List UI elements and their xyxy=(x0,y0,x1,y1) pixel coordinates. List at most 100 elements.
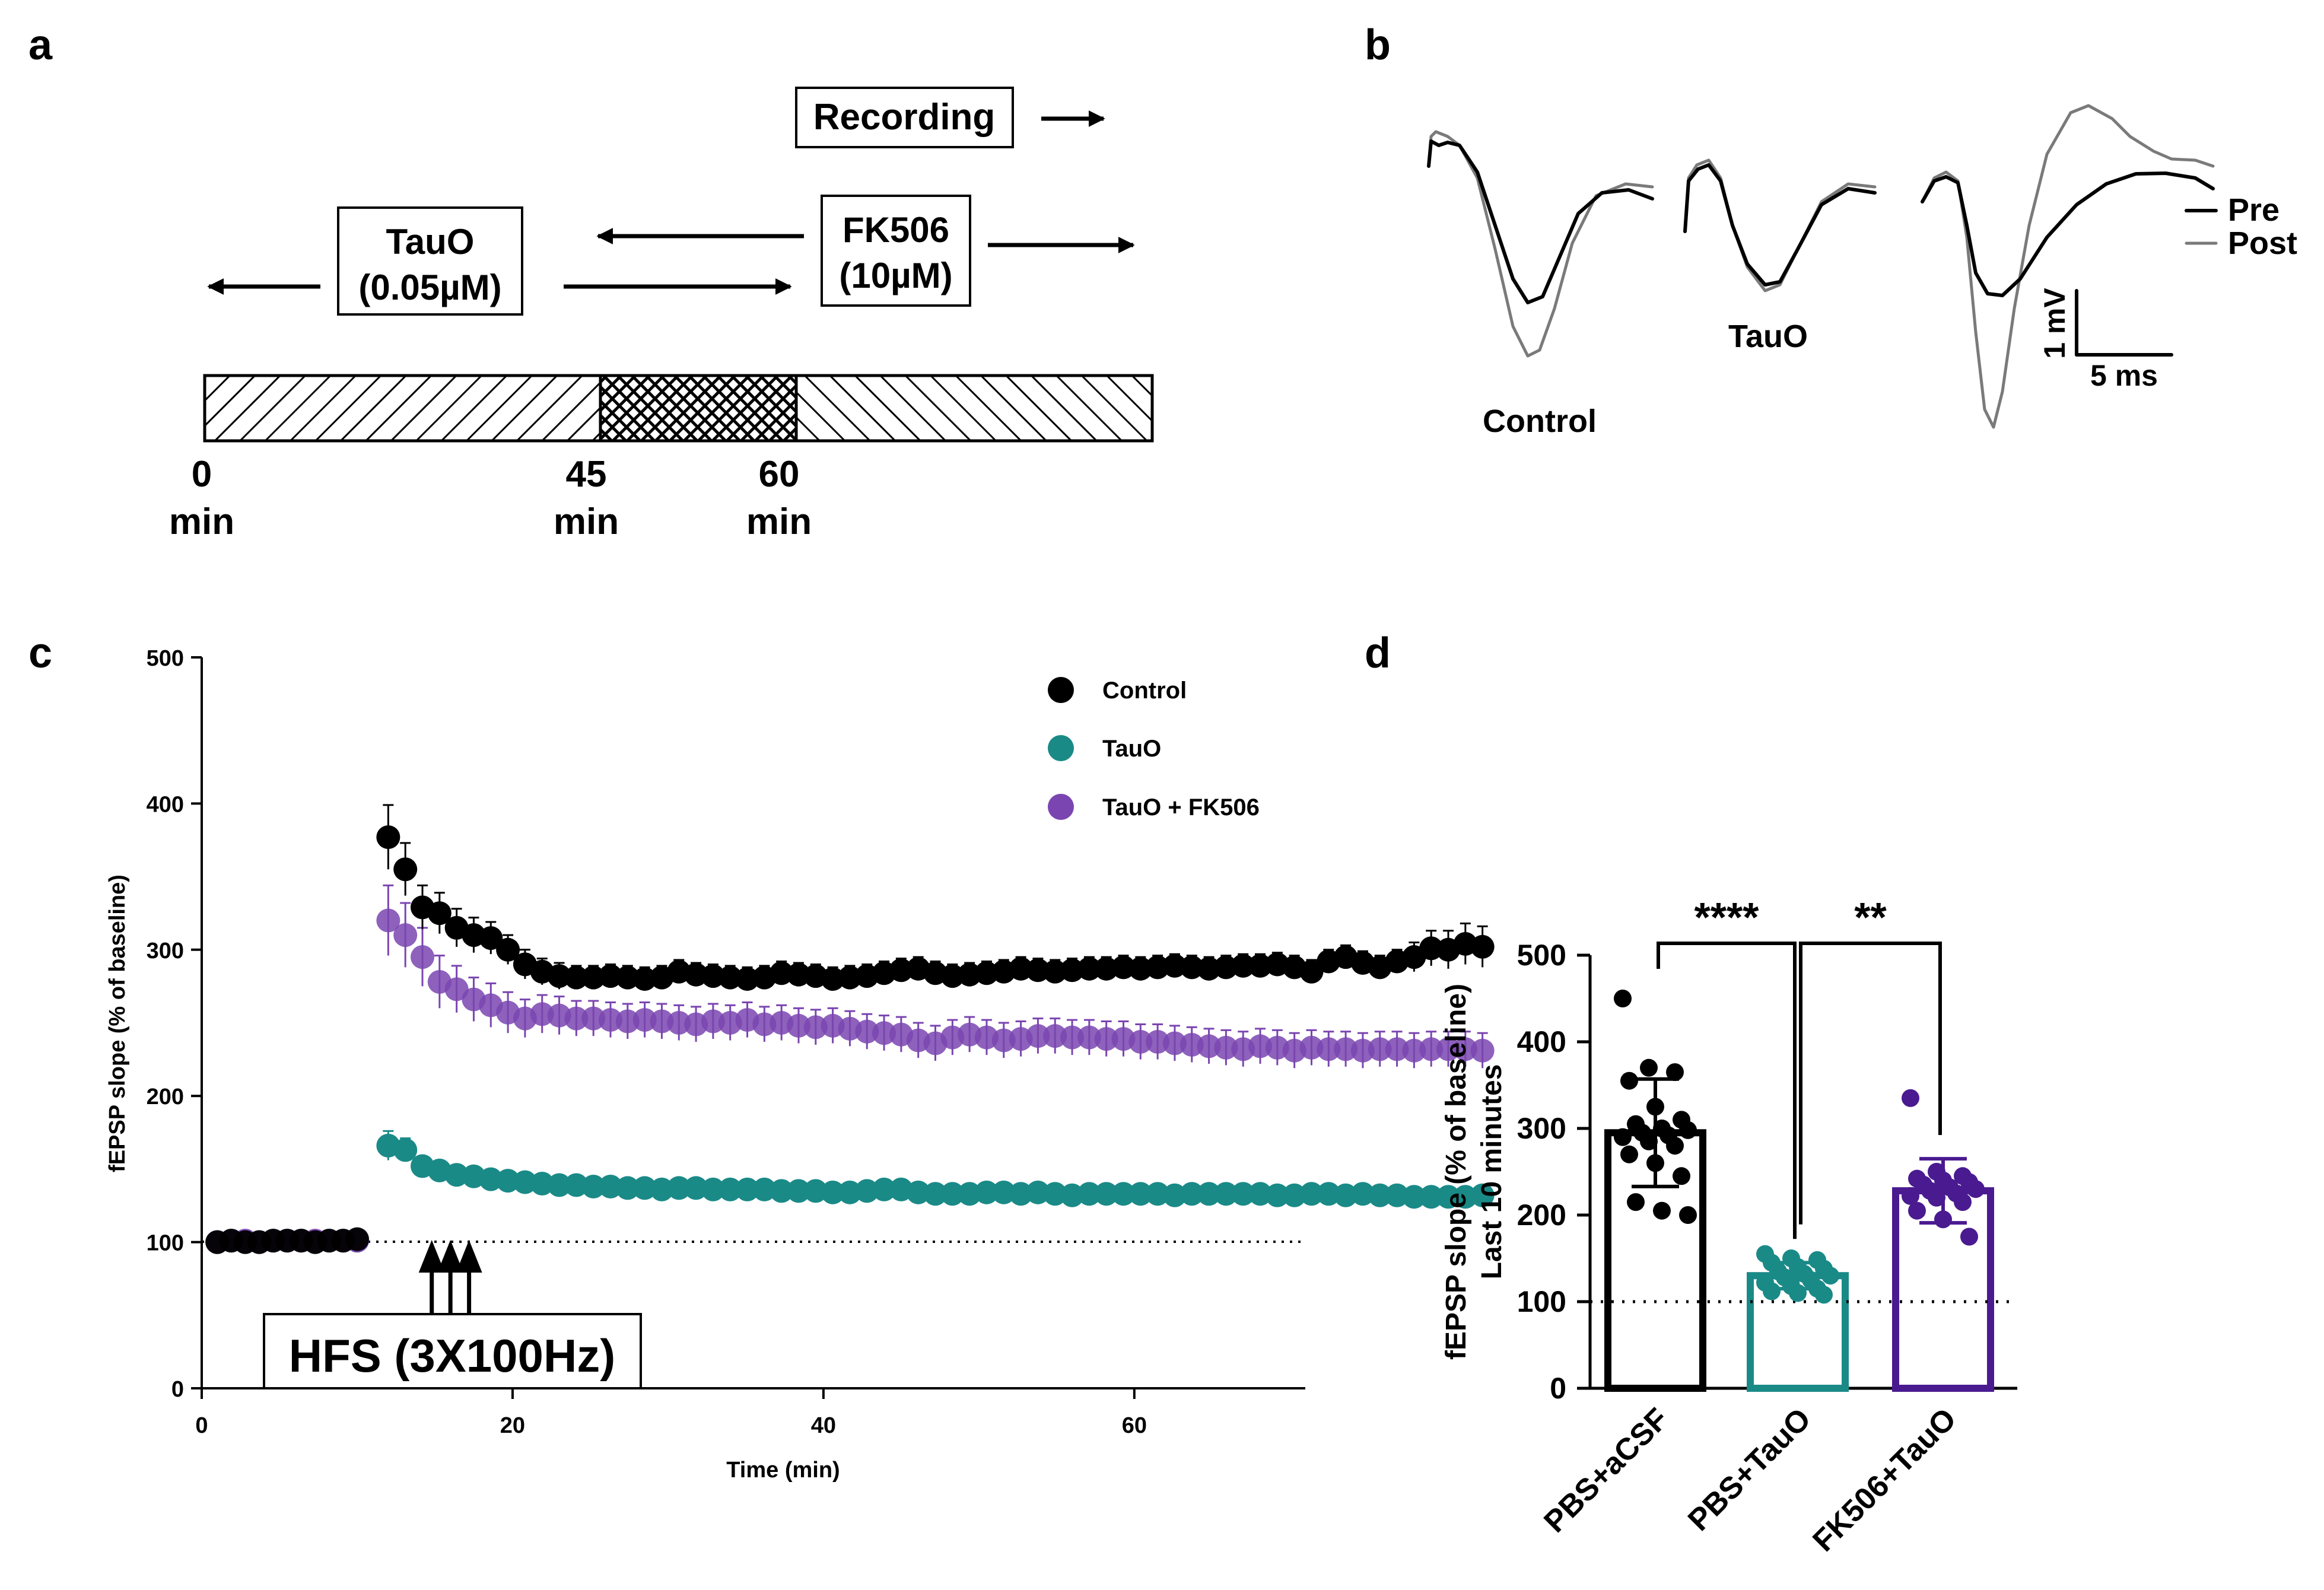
c-data-point xyxy=(564,1173,589,1197)
c-data-point xyxy=(1334,1037,1358,1061)
c-data-point xyxy=(1385,1037,1409,1061)
d-y-tick-label: 400 xyxy=(1517,1025,1566,1058)
recording-box xyxy=(795,87,1014,148)
c-data-point xyxy=(1060,1183,1085,1207)
c-data-point xyxy=(564,1006,589,1031)
tick-label-60: 60 xyxy=(759,454,800,495)
c-data-point xyxy=(581,1174,606,1198)
d-category-label: FK506+TauO xyxy=(1806,1401,1963,1558)
d-y-tick-label: 0 xyxy=(1550,1372,1566,1405)
c-data-point xyxy=(393,1138,418,1162)
fk506-box-line1: FK506 xyxy=(843,210,949,250)
c-data-point xyxy=(496,1169,520,1193)
d-point xyxy=(1620,1145,1638,1163)
c-data-point xyxy=(1248,1034,1273,1058)
c-baseline-point xyxy=(345,1227,369,1251)
c-data-point xyxy=(701,964,725,988)
c-data-point xyxy=(735,967,759,991)
c-data-point xyxy=(598,964,622,988)
c-data-point xyxy=(1470,1183,1495,1207)
c-data-point xyxy=(838,1180,862,1204)
c-data-point xyxy=(667,1011,691,1035)
c-data-point xyxy=(1248,953,1273,978)
c-data-point xyxy=(530,1172,554,1196)
c-data-point xyxy=(1128,1030,1153,1054)
c-data-point xyxy=(1094,1027,1118,1051)
c-data-point xyxy=(1453,1037,1477,1061)
d-point xyxy=(1967,1180,1985,1198)
c-data-point xyxy=(684,1176,708,1200)
c-data-point xyxy=(444,1163,469,1187)
control-trace-pre xyxy=(1427,139,1654,304)
c-data-point xyxy=(1162,1183,1187,1207)
fk506-period-bar xyxy=(796,376,1152,441)
legend-fk506-marker xyxy=(1048,794,1074,820)
c-data-point xyxy=(667,1176,691,1200)
legend-control-label: Control xyxy=(1102,678,1187,704)
c-data-point xyxy=(1009,1182,1033,1206)
c-data-point xyxy=(906,1180,930,1204)
c-data-point xyxy=(393,857,418,882)
c-data-point xyxy=(1094,956,1118,981)
c-data-point xyxy=(1402,1185,1426,1209)
tauo-box xyxy=(337,206,523,316)
c-data-point xyxy=(411,945,434,969)
tauo-box-line2: (0.05µM) xyxy=(358,268,501,307)
c-data-point xyxy=(1402,1038,1426,1063)
c-data-point xyxy=(1197,956,1221,981)
c-data-point xyxy=(1077,1182,1101,1206)
tick-label-45: 45 xyxy=(566,454,607,495)
c-data-point xyxy=(1094,1182,1118,1206)
d-point xyxy=(1902,1187,1919,1205)
fk506-box-line2: (10µM) xyxy=(839,256,952,295)
c-data-point xyxy=(1368,1037,1392,1061)
c-data-point xyxy=(393,923,418,947)
d-y-axis-label-line2: Last 10 minutes xyxy=(1476,1064,1508,1280)
d-point xyxy=(1954,1193,1972,1211)
c-data-point xyxy=(564,965,589,990)
c-data-point xyxy=(1077,1025,1101,1050)
hfs-annotation-label: HFS (3X100Hz) xyxy=(289,1330,616,1382)
d-point xyxy=(1679,1206,1697,1224)
c-y-tick-label: 0 xyxy=(171,1377,184,1402)
control-trace-post xyxy=(1427,130,1654,358)
c-data-point xyxy=(1470,934,1495,959)
c-data-point xyxy=(1419,936,1444,961)
c-y-tick-label: 400 xyxy=(147,792,184,817)
c-y-tick-label: 100 xyxy=(147,1231,184,1256)
c-data-point xyxy=(701,1009,725,1034)
chart-c-time-course: 0 100 200 300 400 500 0 20 40 60 xyxy=(147,646,1495,1438)
c-data-point xyxy=(958,1182,982,1206)
c-data-point xyxy=(444,977,469,1001)
c-data-point xyxy=(1317,1182,1341,1206)
d-significance-label: ** xyxy=(1854,894,1887,940)
c-data-point xyxy=(974,1180,999,1204)
c-data-point xyxy=(855,1019,879,1044)
d-point xyxy=(1821,1267,1839,1285)
d-y-tick-label: 100 xyxy=(1517,1285,1566,1318)
c-data-point xyxy=(1146,955,1170,980)
recording-label: Recording xyxy=(813,97,996,138)
c-data-point xyxy=(1180,1032,1204,1057)
c-data-point xyxy=(1197,1034,1221,1058)
c-data-point xyxy=(1111,955,1136,980)
c-data-point xyxy=(1162,953,1187,978)
tick-label-0: 0 xyxy=(192,454,212,495)
c-data-point xyxy=(821,967,845,991)
fk506-trace-pre xyxy=(1921,171,2215,297)
c-data-point xyxy=(974,961,999,985)
c-data-point xyxy=(1334,1183,1358,1207)
c-data-point xyxy=(615,1176,640,1200)
legend-tauo-marker xyxy=(1048,735,1074,761)
control-trace-label: Control xyxy=(1483,403,1597,439)
c-data-point xyxy=(872,1177,896,1201)
c-data-point xyxy=(513,1170,537,1194)
c-data-point xyxy=(598,1008,622,1032)
d-y-tick-label: 200 xyxy=(1517,1198,1566,1232)
tauo-period-bar xyxy=(205,376,600,441)
hfs-annotation-box xyxy=(263,1313,642,1389)
c-data-point xyxy=(752,1177,777,1201)
panel-b-traces xyxy=(1427,104,2218,429)
c-data-point xyxy=(632,967,657,991)
